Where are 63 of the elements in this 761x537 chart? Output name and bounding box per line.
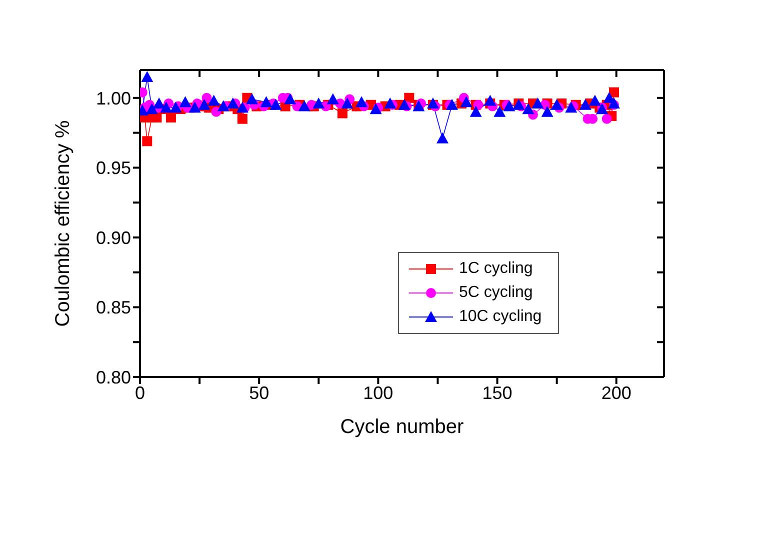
y-tick-label: 0.90 — [96, 228, 131, 248]
x-tick-label: 150 — [482, 382, 512, 403]
y-tick-label: 0.95 — [96, 158, 131, 178]
point — [436, 132, 448, 144]
point — [503, 100, 516, 112]
point — [565, 102, 578, 113]
point — [384, 97, 396, 108]
point — [494, 106, 506, 117]
point — [160, 102, 172, 113]
point — [142, 136, 152, 146]
point — [198, 98, 210, 110]
point — [179, 96, 192, 108]
point — [337, 108, 348, 118]
point — [341, 97, 354, 108]
point — [146, 103, 158, 114]
legend-label: 1C cycling — [459, 260, 533, 278]
point — [398, 98, 410, 110]
y-tick-label: 1.00 — [96, 88, 131, 108]
point — [522, 103, 534, 114]
point — [326, 93, 339, 104]
point — [426, 97, 439, 108]
point — [370, 103, 382, 114]
point — [226, 97, 239, 108]
x-axis-title: Cycle number — [340, 416, 464, 438]
point — [170, 102, 182, 113]
point — [246, 93, 258, 104]
point — [446, 98, 458, 110]
y-axis-title: Coulombic efficiency % — [52, 120, 74, 327]
point — [237, 114, 248, 124]
point — [153, 97, 166, 108]
point — [236, 102, 248, 113]
point — [608, 87, 619, 98]
point — [484, 94, 496, 106]
point — [260, 96, 272, 108]
point — [602, 114, 612, 124]
point — [188, 102, 201, 113]
point — [608, 97, 620, 108]
point — [473, 100, 484, 110]
point — [588, 94, 601, 106]
x-tick-label: 0 — [134, 382, 146, 403]
point — [312, 97, 325, 108]
point — [460, 96, 472, 108]
point — [166, 112, 176, 122]
x-tick-label: 50 — [249, 382, 270, 403]
point — [579, 98, 592, 110]
y-tick-label: 0.85 — [96, 298, 131, 318]
y-tick-label: 0.80 — [96, 367, 131, 388]
x-tick-label: 100 — [363, 382, 394, 403]
x-tick-label: 200 — [601, 382, 632, 403]
point — [541, 106, 554, 117]
legend-label: 5C cycling — [459, 284, 533, 302]
point — [298, 100, 310, 112]
point — [532, 97, 544, 108]
point — [202, 92, 212, 103]
point — [270, 98, 282, 110]
point — [550, 98, 563, 110]
point — [208, 94, 220, 106]
legend-label: 10C cycling — [459, 308, 542, 326]
point — [217, 100, 230, 112]
point — [356, 96, 368, 108]
point — [470, 106, 482, 117]
point — [141, 70, 154, 82]
point — [284, 93, 296, 104]
